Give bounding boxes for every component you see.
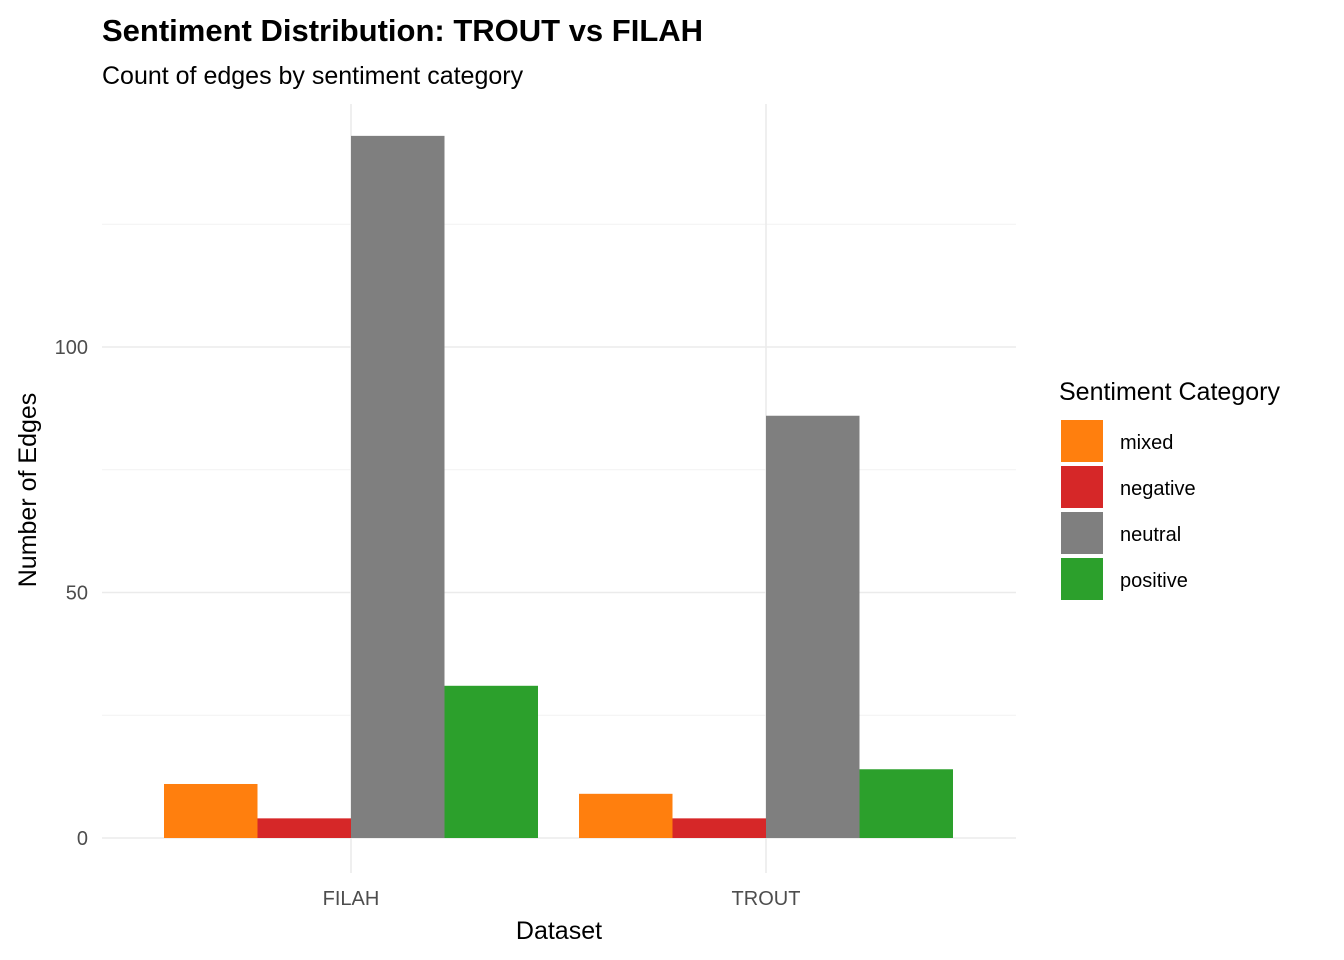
bar-trout-negative <box>672 818 766 838</box>
x-axis-ticks: FILAH TROUT <box>323 888 801 910</box>
legend-items: mixed negative neutral positive <box>1061 420 1196 600</box>
legend-swatch-mixed <box>1061 420 1103 462</box>
legend-swatch-neutral <box>1061 512 1103 554</box>
legend-label-neutral: neutral <box>1120 524 1181 546</box>
bars <box>164 135 953 838</box>
legend-label-negative: negative <box>1120 478 1196 500</box>
legend-label-positive: positive <box>1120 570 1188 592</box>
bar-trout-neutral <box>766 415 860 838</box>
legend: Sentiment Category mixed negative neutral p… <box>1059 378 1280 600</box>
chart-subtitle: Count of edges by sentiment category <box>102 62 524 90</box>
plot-panel: 0 50 100 FILAH TROUT <box>55 104 1016 910</box>
y-tick-label: 0 <box>77 828 88 850</box>
bar-trout-positive <box>859 769 953 838</box>
bar-trout-mixed <box>579 793 673 838</box>
bar-filah-neutral <box>351 135 445 838</box>
x-axis-title: Dataset <box>516 917 602 945</box>
bar-filah-mixed <box>164 783 258 838</box>
bar-filah-positive <box>444 685 538 838</box>
y-tick-label: 100 <box>55 337 88 359</box>
x-tick-label: FILAH <box>323 888 380 910</box>
x-tick-label: TROUT <box>732 888 801 910</box>
legend-swatch-positive <box>1061 558 1103 600</box>
chart-title: Sentiment Distribution: TROUT vs FILAH <box>102 13 703 48</box>
y-tick-label: 50 <box>66 583 88 605</box>
legend-title: Sentiment Category <box>1059 378 1280 406</box>
legend-label-mixed: mixed <box>1120 432 1173 454</box>
legend-swatch-negative <box>1061 466 1103 508</box>
y-axis-ticks: 0 50 100 <box>55 337 88 850</box>
bar-filah-negative <box>257 818 351 838</box>
grid-lines <box>102 104 1016 873</box>
y-axis-title: Number of Edges <box>14 393 42 588</box>
